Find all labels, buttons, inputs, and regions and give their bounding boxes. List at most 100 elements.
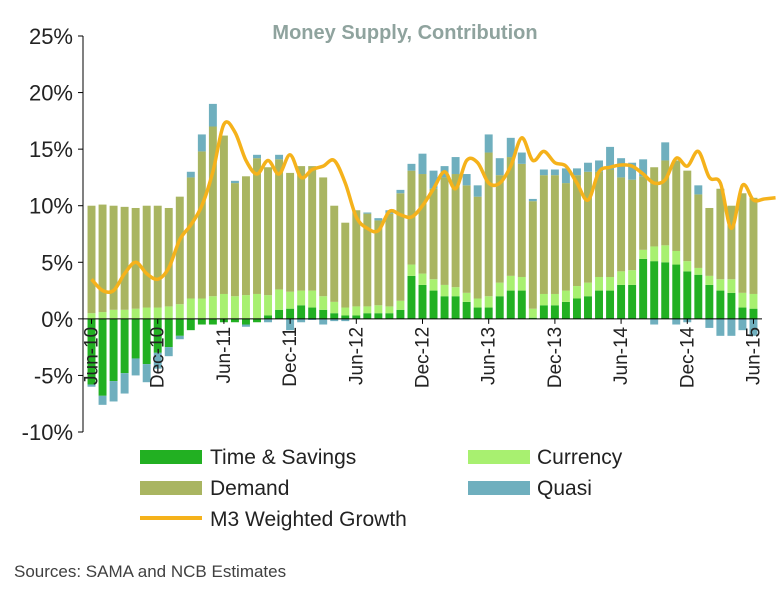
bar-time-savings-40 bbox=[528, 317, 537, 319]
bar-demand-34 bbox=[462, 185, 471, 293]
bar-currency-58 bbox=[727, 279, 736, 293]
bar-quasi-35 bbox=[473, 185, 482, 197]
bar-time-savings-58 bbox=[727, 292, 736, 319]
x-tick-label: Jun-13 bbox=[479, 327, 500, 385]
bar-time-savings-9 bbox=[186, 318, 195, 331]
bar-currency-34 bbox=[462, 292, 471, 302]
legend-label-quasi: Quasi bbox=[537, 477, 592, 500]
bar-time-savings-43 bbox=[561, 301, 570, 319]
bar-demand-57 bbox=[716, 188, 725, 280]
legend-swatch-quasi bbox=[468, 481, 530, 495]
bar-currency-4 bbox=[131, 308, 140, 319]
bar-demand-32 bbox=[440, 177, 449, 285]
bar-quasi-4 bbox=[131, 358, 140, 376]
bar-currency-45 bbox=[584, 282, 592, 297]
legend-swatch-currency bbox=[468, 450, 530, 464]
bar-quasi-45 bbox=[584, 162, 592, 172]
bar-time-savings-21 bbox=[319, 309, 328, 319]
bar-quasi-57 bbox=[716, 318, 725, 336]
bar-demand-37 bbox=[495, 175, 504, 283]
bar-demand-31 bbox=[429, 188, 438, 280]
bar-time-savings-36 bbox=[484, 307, 493, 319]
bar-quasi-56 bbox=[705, 318, 714, 328]
bar-time-savings-29 bbox=[407, 275, 416, 319]
legend-swatch-demand bbox=[140, 481, 202, 495]
bar-currency-32 bbox=[440, 284, 449, 297]
bar-quasi-52 bbox=[661, 142, 670, 161]
y-tick-label: 5% bbox=[41, 250, 73, 275]
bar-currency-41 bbox=[539, 293, 548, 306]
bar-time-savings-57 bbox=[716, 290, 725, 319]
bar-time-savings-19 bbox=[297, 305, 306, 319]
bar-demand-46 bbox=[595, 171, 603, 277]
bar-currency-49 bbox=[628, 270, 637, 285]
bar-currency-51 bbox=[650, 246, 659, 262]
bar-currency-37 bbox=[495, 282, 504, 297]
legend-label-currency: Currency bbox=[537, 446, 623, 469]
bar-quasi-36 bbox=[484, 134, 493, 153]
bar-currency-52 bbox=[661, 245, 670, 263]
bar-currency-3 bbox=[120, 309, 129, 319]
y-tick-label: 15% bbox=[29, 137, 73, 162]
bar-time-savings-20 bbox=[308, 307, 317, 319]
bar-currency-38 bbox=[506, 275, 515, 291]
bar-demand-55 bbox=[694, 194, 703, 268]
bar-currency-40 bbox=[528, 308, 537, 318]
bar-time-savings-26 bbox=[374, 313, 383, 319]
bar-currency-48 bbox=[617, 271, 626, 285]
bar-demand-18 bbox=[286, 172, 295, 292]
bar-time-savings-48 bbox=[617, 284, 626, 319]
bar-currency-44 bbox=[572, 286, 581, 299]
bar-time-savings-32 bbox=[440, 296, 449, 319]
bar-time-savings-2 bbox=[109, 318, 118, 382]
bar-currency-2 bbox=[109, 309, 118, 319]
bar-currency-25 bbox=[363, 306, 372, 314]
y-tick-label: 20% bbox=[29, 81, 73, 106]
y-tick-label: 25% bbox=[29, 24, 73, 49]
bar-currency-39 bbox=[517, 276, 526, 291]
bar-currency-1 bbox=[98, 312, 107, 319]
bar-quasi-26 bbox=[374, 218, 383, 221]
bar-demand-27 bbox=[385, 213, 394, 307]
bar-quasi-20 bbox=[308, 318, 317, 320]
bar-demand-58 bbox=[727, 205, 736, 280]
bar-currency-46 bbox=[595, 276, 603, 291]
bar-quasi-34 bbox=[462, 174, 471, 186]
x-tick-label: Jun-14 bbox=[611, 326, 632, 385]
bar-demand-2 bbox=[109, 205, 118, 310]
bar-time-savings-45 bbox=[584, 296, 592, 319]
bar-time-savings-6 bbox=[153, 318, 162, 353]
bar-quasi-30 bbox=[418, 153, 427, 175]
bar-demand-17 bbox=[275, 159, 284, 290]
bar-currency-6 bbox=[153, 307, 162, 319]
bar-demand-12 bbox=[219, 135, 228, 294]
bar-demand-4 bbox=[131, 207, 140, 309]
bar-time-savings-25 bbox=[363, 313, 372, 319]
bar-time-savings-3 bbox=[120, 318, 129, 374]
bar-currency-53 bbox=[672, 250, 681, 265]
bar-currency-35 bbox=[473, 298, 482, 308]
bar-quasi-49 bbox=[628, 162, 637, 180]
bar-demand-26 bbox=[374, 220, 383, 306]
bar-demand-42 bbox=[550, 175, 559, 294]
bar-currency-23 bbox=[341, 307, 350, 316]
bar-quasi-9 bbox=[186, 171, 195, 178]
bar-currency-27 bbox=[385, 306, 394, 314]
bar-demand-49 bbox=[628, 179, 637, 271]
bar-currency-10 bbox=[197, 298, 206, 319]
legend-swatch-time-savings bbox=[140, 450, 202, 464]
bar-time-savings-38 bbox=[506, 290, 515, 319]
bar-demand-11 bbox=[208, 126, 217, 297]
x-tick-label: Jun-12 bbox=[346, 327, 367, 385]
bar-time-savings-46 bbox=[595, 290, 603, 319]
chart-title: Money Supply, Contribution bbox=[272, 22, 537, 44]
bar-quasi-41 bbox=[539, 169, 548, 176]
bar-currency-13 bbox=[230, 296, 239, 319]
bar-demand-10 bbox=[197, 151, 206, 299]
bar-currency-50 bbox=[639, 249, 648, 259]
line-group bbox=[90, 120, 776, 295]
bar-demand-9 bbox=[186, 177, 195, 299]
bar-demand-36 bbox=[484, 152, 493, 297]
bar-time-savings-4 bbox=[131, 318, 140, 359]
